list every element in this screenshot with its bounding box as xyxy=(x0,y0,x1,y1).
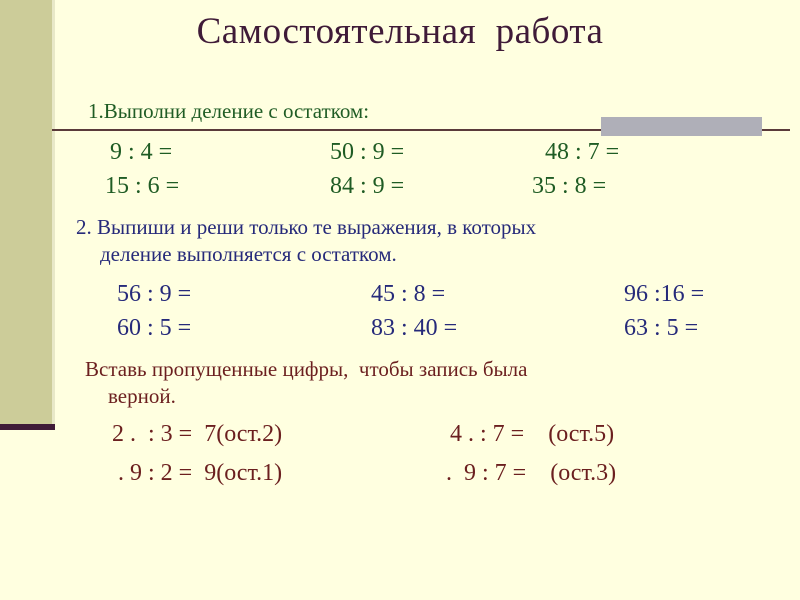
task1-row-1: 9 : 4 = 50 : 9 = 48 : 7 = xyxy=(0,136,800,168)
task2-expr-1-2: 45 : 8 = xyxy=(371,281,446,307)
task2-heading-line2: деление выполняется с остатком. xyxy=(100,242,397,266)
task3-row-2: . 9 : 2 = 9(ост.1) . 9 : 7 = (ост.3) xyxy=(0,457,800,489)
task1-expr-2-2: 84 : 9 = xyxy=(330,173,405,199)
task2-heading-line1: 2. Выпиши и реши только те выражения, в … xyxy=(76,215,537,239)
task1-heading: 1.Выполни деление с остатком: xyxy=(88,99,370,123)
task2-expr-1-3: 96 :16 = xyxy=(624,281,705,307)
grey-overlay-box xyxy=(601,117,762,136)
horizontal-divider xyxy=(52,129,790,131)
task3-expr-1-1: 2 . : 3 = 7(ост.2) xyxy=(112,421,283,447)
task2-row-2: 60 : 5 = 83 : 40 = 63 : 5 = xyxy=(0,312,800,344)
task1-expr-1-3: 48 : 7 = xyxy=(545,139,620,165)
task2-expr-1-1: 56 : 9 = xyxy=(117,281,192,307)
task2-expr-2-1: 60 : 5 = xyxy=(117,315,192,341)
task1-row-2: 15 : 6 = 84 : 9 = 35 : 8 = xyxy=(0,170,800,202)
task2-row-1: 56 : 9 = 45 : 8 = 96 :16 = xyxy=(0,278,800,310)
task3-expr-2-1: . 9 : 2 = 9(ост.1) xyxy=(112,460,283,486)
task3-row-1: 2 . : 3 = 7(ост.2) 4 . : 7 = (ост.5) xyxy=(0,418,800,450)
task1-expr-1-1: 9 : 4 = xyxy=(110,139,173,165)
task3-expr-1-2: 4 . : 7 = (ост.5) xyxy=(450,421,615,447)
left-accent-band xyxy=(0,0,52,424)
task3-expr-2-2: . 9 : 7 = (ост.3) xyxy=(440,460,617,486)
left-accent-band-edge xyxy=(52,0,55,424)
task1-expr-1-2: 50 : 9 = xyxy=(330,139,405,165)
task3-heading-line1: Вставь пропущенные цифры, чтобы запись б… xyxy=(85,357,528,381)
task2-expr-2-3: 63 : 5 = xyxy=(624,315,699,341)
task2-expr-2-2: 83 : 40 = xyxy=(371,315,458,341)
task1-expr-2-3: 35 : 8 = xyxy=(532,173,607,199)
task1-expr-2-1: 15 : 6 = xyxy=(105,173,180,199)
slide-title: Самостоятельная работа xyxy=(196,11,604,52)
left-accent-rule xyxy=(0,424,55,430)
task3-heading-line2: верной. xyxy=(108,384,176,408)
